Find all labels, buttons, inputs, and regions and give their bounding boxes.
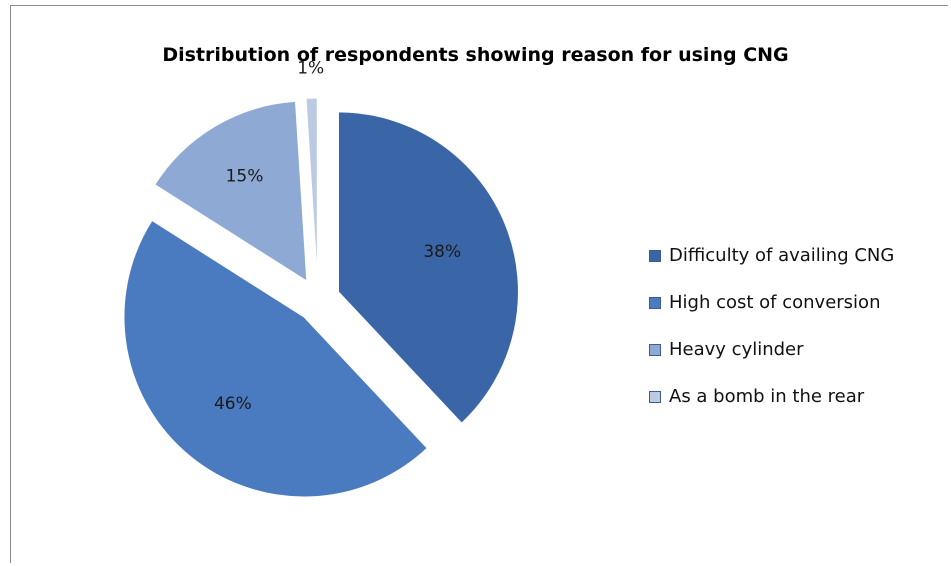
- slice-difficulty: [337, 111, 519, 424]
- legend-item-heavy-cylinder: Heavy cylinder: [649, 326, 894, 373]
- legend-item-bomb: As a bomb in the rear: [649, 373, 894, 420]
- legend-label: As a bomb in the rear: [669, 386, 865, 407]
- legend-item-difficulty: Difficulty of availing CNG: [649, 232, 894, 279]
- legend-swatch-high-cost: [649, 296, 661, 309]
- slice-label-heavy-cylinder: 15%: [226, 167, 264, 187]
- legend: Difficulty of availing CNG High cost of …: [649, 232, 894, 420]
- slice-label-difficulty: 38%: [423, 242, 461, 262]
- slice-bomb: [305, 97, 318, 279]
- slice-high-cost: [123, 219, 428, 498]
- chart-title: Distribution of respondents showing reas…: [162, 44, 789, 66]
- legend-label: Difficulty of availing CNG: [669, 245, 895, 266]
- legend-swatch-bomb: [649, 390, 661, 403]
- slice-heavy-cylinder: [154, 100, 308, 283]
- legend-label: High cost of conversion: [669, 292, 881, 313]
- legend-item-high-cost: High cost of conversion: [649, 279, 894, 326]
- slice-label-bomb: 1%: [297, 59, 324, 79]
- legend-label: Heavy cylinder: [669, 339, 804, 360]
- legend-swatch-heavy-cylinder: [649, 343, 661, 356]
- legend-swatch-difficulty: [649, 249, 661, 262]
- slice-label-high-cost: 46%: [214, 394, 252, 414]
